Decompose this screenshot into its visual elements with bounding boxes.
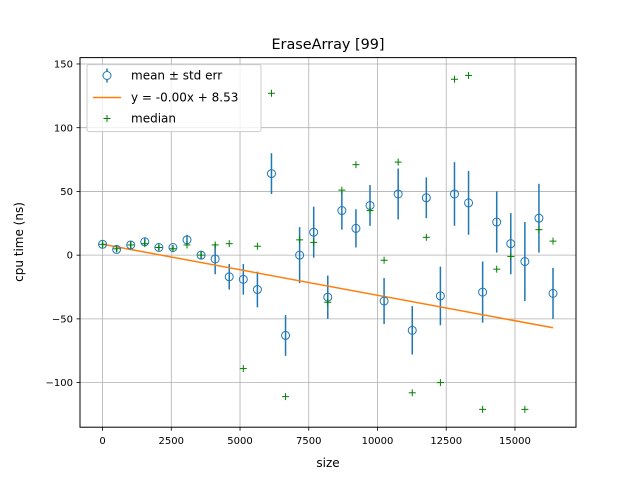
mean-point [196,250,206,260]
mean-point [464,198,474,208]
y-tick-label: 50 [60,187,73,198]
x-tick-label: 0 [99,436,105,447]
x-tick-label: 5000 [227,436,252,447]
x-axis-label: size [316,456,339,470]
y-tick-label: −50 [52,314,73,325]
mean-point [98,239,108,249]
median-point [366,207,374,215]
median-point [169,245,177,253]
fit-line [102,243,554,329]
legend-box [86,64,262,133]
mean-point [252,285,262,295]
mean-point [548,288,558,298]
median-point [479,405,487,413]
mean-point [379,296,389,306]
mean-point [126,240,136,250]
y-tick-label: 100 [54,123,73,134]
median-point [324,298,332,306]
median-point [408,389,416,397]
median-point [352,161,360,169]
median-point [450,75,458,83]
median-point [197,251,205,259]
median-point [310,238,318,246]
y-tick-label: 150 [54,60,73,71]
x-tick-label: 7500 [296,436,321,447]
x-tick-label: 15000 [499,436,531,447]
median-point [422,233,430,241]
legend-label: median [131,112,176,126]
median-point [225,240,233,248]
median-point [521,405,529,413]
mean-point [520,257,530,267]
mean-point [224,272,234,282]
median-point [380,256,388,264]
mean-point [435,291,445,301]
mean-point [478,287,488,297]
mean-point [492,217,502,227]
median-point [141,240,149,248]
median-point [296,236,304,244]
mean-point [154,242,164,252]
mean-point [309,227,319,237]
axis-ticks: 0 2500 5000 7500 10000 12500 15000 −100 −50 0 50 10… [46,60,531,448]
plot-area [98,71,558,413]
y-tick-label: −100 [46,378,73,389]
median-point [127,241,135,249]
mean-point [337,206,347,216]
legend-mean-marker [102,71,112,80]
median-point [338,186,346,194]
mean-point [238,274,248,284]
chart-title: EraseArray [99] [271,37,384,53]
mean-point [421,193,431,203]
median-point [211,241,219,249]
median-point [394,158,402,166]
median-point [436,379,444,387]
y-tick-label: 0 [67,251,73,262]
x-tick-label: 12500 [430,436,462,447]
mean-point [295,250,305,260]
mean-point [534,213,544,223]
mean-point [210,254,220,264]
mean-point [449,189,459,199]
median-point [535,226,543,234]
median-point [155,243,163,251]
mean-point [407,325,417,335]
mean-point [281,330,291,340]
median-point [549,237,557,245]
axes-frame [79,57,577,428]
mean-point [393,189,403,199]
median-point [183,241,191,249]
median-point [267,89,275,97]
legend: mean ± std err y = -0.00x + 8.53 median [86,64,262,133]
mean-point [266,169,276,179]
median-point [253,242,261,250]
median-point [239,365,247,373]
median-point [507,252,515,260]
y-axis-label: cpu time (ns) [12,202,26,282]
median-point [99,240,107,248]
x-tick-label: 10000 [362,436,394,447]
median-point [113,245,121,253]
legend-items: mean ± std err y = -0.00x + 8.53 median [93,68,238,126]
median-point [493,265,501,273]
mean-point [506,239,516,249]
mean-point [351,223,361,233]
median-point [282,393,290,401]
legend-label: y = -0.00x + 8.53 [131,91,238,105]
legend-median-marker [103,115,111,122]
x-tick-label: 2500 [159,436,184,447]
legend-label: mean ± std err [131,69,222,83]
median-point [465,71,473,79]
